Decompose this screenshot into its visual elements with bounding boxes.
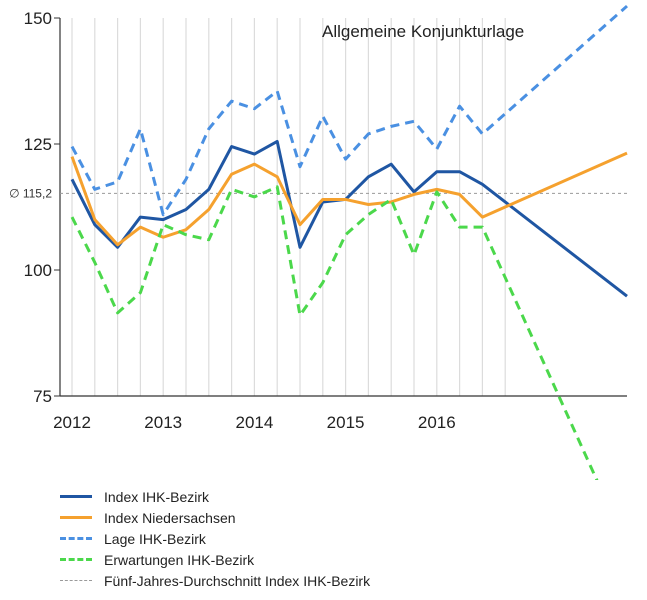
x-tick-label: 2012 — [53, 413, 91, 432]
legend-swatch-erwartungen-ihk — [60, 558, 92, 561]
series-line-index-niedersachsen — [70, 151, 628, 247]
legend-swatch-lage-ihk — [60, 537, 92, 540]
legend-item: Index IHK-Bezirk — [60, 486, 370, 507]
legend-item: Fünf-Jahres-Durchschnitt Index IHK-Bezir… — [60, 570, 370, 591]
legend-label: Index Niedersachsen — [104, 509, 236, 526]
legend-swatch-index-niedersachsen — [60, 516, 92, 519]
legend-item: Index Niedersachsen — [60, 507, 370, 528]
line-chart: 75 100 125 150 2012 2013 2014 2015 2016 ∅ 115,2… — [9, 4, 628, 480]
legend-label: Fünf-Jahres-Durchschnitt Index IHK-Bezir… — [104, 572, 371, 589]
chart-title: Allgemeine Konjunkturlage — [322, 22, 524, 41]
legend-swatch-index-ihk — [60, 495, 92, 498]
y-tick-label: 150 — [24, 9, 52, 28]
series-line-index-ihk-bezirk — [70, 139, 628, 298]
legend: Index IHK-Bezirk Index Niedersachsen Lag… — [60, 486, 370, 591]
x-tick-label: 2016 — [418, 413, 456, 432]
series-line-lage-ihk-bezirk — [70, 4, 628, 217]
y-axis-ticks: 75 100 125 150 — [24, 9, 60, 406]
average-label: ∅ 115,2 — [9, 186, 52, 200]
series-lines — [70, 4, 628, 480]
legend-label: Index IHK-Bezirk — [104, 488, 210, 505]
x-axis-ticks: 2012 2013 2014 2015 2016 — [53, 413, 456, 432]
y-tick-label: 125 — [24, 135, 52, 154]
vertical-gridlines — [71, 18, 506, 396]
legend-item: Lage IHK-Bezirk — [60, 528, 370, 549]
legend-swatch-average — [60, 580, 92, 581]
legend-label: Lage IHK-Bezirk — [104, 530, 206, 547]
legend-item: Erwartungen IHK-Bezirk — [60, 549, 370, 570]
y-tick-label: 75 — [33, 387, 52, 406]
x-tick-label: 2015 — [327, 413, 365, 432]
y-tick-label: 100 — [24, 261, 52, 280]
series-line-erwartungen-ihk-bezirk — [70, 185, 599, 480]
x-tick-label: 2013 — [144, 413, 182, 432]
x-tick-label: 2014 — [235, 413, 273, 432]
legend-label: Erwartungen IHK-Bezirk — [104, 551, 255, 568]
